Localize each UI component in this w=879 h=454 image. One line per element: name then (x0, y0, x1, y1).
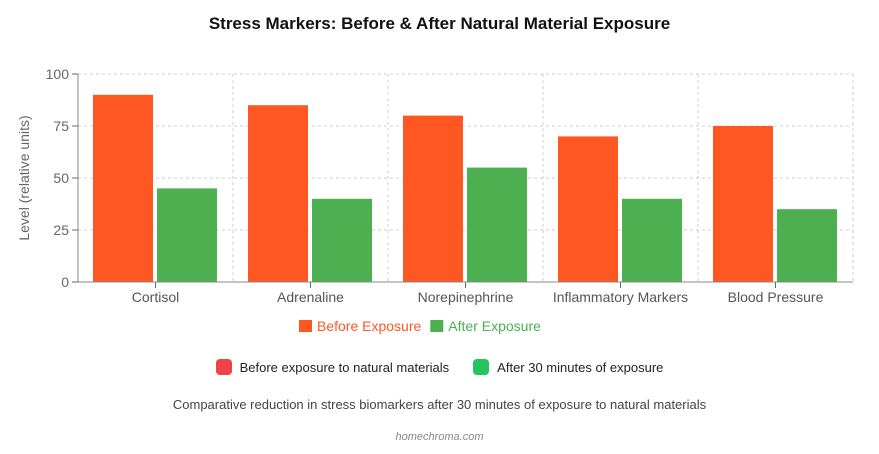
bar-before-exposure (713, 126, 773, 282)
legend-label: After 30 minutes of exposure (497, 359, 664, 375)
bar-after-exposure (312, 198, 372, 282)
x-tick-label: Norepinephrine (418, 289, 514, 305)
bar-after-exposure (467, 167, 527, 282)
y-tick-label: 100 (46, 66, 70, 82)
legend-label: Before Exposure (317, 318, 421, 334)
secondary-legend: Before exposure to natural materials Aft… (0, 359, 879, 375)
y-axis-label: Level (relative units) (16, 115, 32, 240)
legend-swatch-after (473, 359, 490, 375)
legend-swatch (299, 320, 312, 332)
y-tick-label: 0 (61, 274, 69, 290)
legend-swatch-before (215, 359, 232, 375)
bar-before-exposure (403, 115, 463, 282)
x-tick-label: Blood Pressure (728, 289, 824, 305)
y-tick-label: 75 (53, 118, 69, 134)
bar-before-exposure (558, 136, 618, 282)
legend-item-before: Before exposure to natural materials (215, 359, 450, 375)
bar-before-exposure (248, 105, 308, 282)
legend-label: Before exposure to natural materials (239, 359, 450, 375)
x-tick-label: Cortisol (132, 289, 179, 305)
y-tick-label: 25 (53, 222, 69, 238)
bar-after-exposure (622, 198, 682, 282)
bar-after-exposure (157, 188, 217, 282)
legend-item-after: After 30 minutes of exposure (473, 359, 663, 375)
bar-after-exposure (777, 209, 837, 282)
legend-label: After Exposure (448, 318, 541, 334)
caption: Comparative reduction in stress biomarke… (172, 397, 707, 412)
legend-swatch (430, 320, 444, 332)
y-tick-label: 50 (53, 170, 69, 186)
source-credit: homechroma.com (395, 431, 484, 443)
chart-title: Stress Markers: Before & After Natural M… (208, 14, 671, 33)
bar-chart: 0 25 50 75 100 Cortisol Adrenaline Norepinephri… (16, 66, 854, 334)
bar-before-exposure (93, 94, 153, 282)
x-tick-label: Inflammatory Markers (553, 289, 688, 305)
x-tick-label: Adrenaline (277, 289, 344, 305)
